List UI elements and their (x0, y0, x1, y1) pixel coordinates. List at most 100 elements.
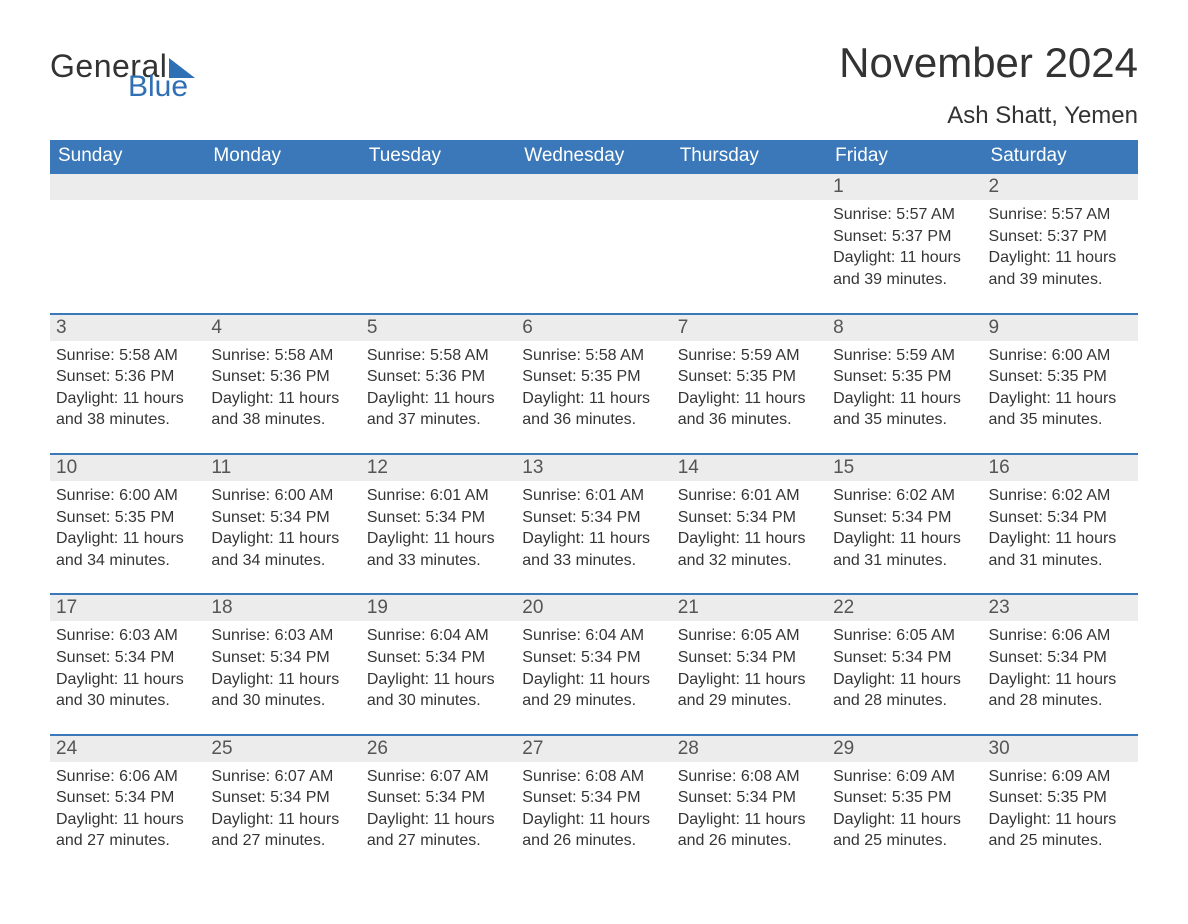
sunrise-text: Sunrise: 6:01 AM (522, 485, 665, 507)
sunset-text: Sunset: 5:34 PM (522, 507, 665, 529)
daylight-text: Daylight: 11 hours and 30 minutes. (211, 669, 354, 712)
empty-daynum-bar (672, 174, 827, 200)
day-cell (516, 173, 671, 313)
sunset-text: Sunset: 5:37 PM (989, 226, 1132, 248)
day-cell: 9Sunrise: 6:00 AMSunset: 5:35 PMDaylight… (983, 314, 1138, 454)
daynum-bar: 11 (205, 455, 360, 481)
sunset-text: Sunset: 5:36 PM (211, 366, 354, 388)
day-number: 11 (211, 457, 231, 478)
day-number: 25 (211, 738, 232, 759)
daynum-bar: 4 (205, 315, 360, 341)
day-cell: 7Sunrise: 5:59 AMSunset: 5:35 PMDaylight… (672, 314, 827, 454)
sunset-text: Sunset: 5:34 PM (56, 647, 199, 669)
daynum-bar: 29 (827, 736, 982, 762)
daynum-bar: 5 (361, 315, 516, 341)
sunrise-text: Sunrise: 5:58 AM (211, 345, 354, 367)
day-cell: 30Sunrise: 6:09 AMSunset: 5:35 PMDayligh… (983, 735, 1138, 874)
sunset-text: Sunset: 5:34 PM (211, 787, 354, 809)
day-number: 5 (367, 317, 378, 338)
sunrise-text: Sunrise: 5:59 AM (833, 345, 976, 367)
day-cell: 24Sunrise: 6:06 AMSunset: 5:34 PMDayligh… (50, 735, 205, 874)
empty-daynum-bar (205, 174, 360, 200)
daylight-text: Daylight: 11 hours and 29 minutes. (678, 669, 821, 712)
sunset-text: Sunset: 5:34 PM (989, 507, 1132, 529)
day-details: Sunrise: 6:05 AMSunset: 5:34 PMDaylight:… (833, 625, 976, 711)
sunset-text: Sunset: 5:35 PM (56, 507, 199, 529)
day-number: 7 (678, 317, 689, 338)
daylight-text: Daylight: 11 hours and 27 minutes. (56, 809, 199, 852)
sunset-text: Sunset: 5:34 PM (211, 507, 354, 529)
daynum-bar: 21 (672, 595, 827, 621)
daynum-bar: 27 (516, 736, 671, 762)
daylight-text: Daylight: 11 hours and 28 minutes. (833, 669, 976, 712)
daynum-bar: 30 (983, 736, 1138, 762)
day-number: 8 (833, 317, 844, 338)
day-number: 21 (678, 597, 699, 618)
daylight-text: Daylight: 11 hours and 26 minutes. (522, 809, 665, 852)
daynum-bar: 7 (672, 315, 827, 341)
day-cell: 19Sunrise: 6:04 AMSunset: 5:34 PMDayligh… (361, 594, 516, 734)
daylight-text: Daylight: 11 hours and 31 minutes. (833, 528, 976, 571)
day-cell: 22 Sunrise: 6:05 AMSunset: 5:34 PMDayligh… (827, 594, 982, 734)
empty-daynum-bar (50, 174, 205, 200)
daynum-bar: 22 (827, 595, 982, 621)
week-row: 17Sunrise: 6:03 AMSunset: 5:34 PMDayligh… (50, 594, 1138, 734)
daylight-text: Daylight: 11 hours and 27 minutes. (367, 809, 510, 852)
logo: General Blue (50, 50, 195, 102)
day-details: Sunrise: 6:02 AMSunset: 5:34 PMDaylight:… (833, 485, 976, 571)
day-number: 10 (56, 457, 77, 478)
sunrise-text: Sunrise: 5:57 AM (833, 204, 976, 226)
day-details: Sunrise: 6:02 AMSunset: 5:34 PMDaylight:… (989, 485, 1132, 571)
daynum-bar: 8 (827, 315, 982, 341)
sunrise-text: Sunrise: 6:09 AM (989, 766, 1132, 788)
day-of-week-header: Tuesday (361, 140, 516, 173)
calendar-page: General Blue November 2024 Ash Shatt, Ye… (0, 0, 1188, 924)
day-details: Sunrise: 6:00 AMSunset: 5:35 PMDaylight:… (56, 485, 199, 571)
sunrise-text: Sunrise: 6:09 AM (833, 766, 976, 788)
daylight-text: Daylight: 11 hours and 35 minutes. (833, 388, 976, 431)
sunrise-text: Sunrise: 5:57 AM (989, 204, 1132, 226)
daynum-bar: 25 (205, 736, 360, 762)
sunset-text: Sunset: 5:34 PM (678, 507, 821, 529)
day-number: 2 (989, 176, 1000, 197)
day-details: Sunrise: 5:57 AMSunset: 5:37 PMDaylight:… (833, 204, 976, 290)
day-number: 24 (56, 738, 77, 759)
day-cell: 2Sunrise: 5:57 AMSunset: 5:37 PMDaylight… (983, 173, 1138, 313)
day-cell: 4 Sunrise: 5:58 AMSunset: 5:36 PMDaylight… (205, 314, 360, 454)
day-details: Sunrise: 6:06 AMSunset: 5:34 PMDaylight:… (989, 625, 1132, 711)
sunset-text: Sunset: 5:34 PM (522, 647, 665, 669)
daylight-text: Daylight: 11 hours and 27 minutes. (211, 809, 354, 852)
day-number: 30 (989, 738, 1010, 759)
day-number: 27 (522, 738, 543, 759)
sunrise-text: Sunrise: 6:00 AM (211, 485, 354, 507)
day-details: Sunrise: 5:59 AMSunset: 5:35 PMDaylight:… (833, 345, 976, 431)
day-number: 15 (833, 457, 854, 478)
sunset-text: Sunset: 5:34 PM (678, 787, 821, 809)
daylight-text: Daylight: 11 hours and 31 minutes. (989, 528, 1132, 571)
daylight-text: Daylight: 11 hours and 36 minutes. (678, 388, 821, 431)
day-details: Sunrise: 6:01 AMSunset: 5:34 PMDaylight:… (367, 485, 510, 571)
sunset-text: Sunset: 5:34 PM (211, 647, 354, 669)
day-details: Sunrise: 5:58 AMSunset: 5:36 PMDaylight:… (211, 345, 354, 431)
location-label: Ash Shatt, Yemen (839, 102, 1138, 130)
sunset-text: Sunset: 5:34 PM (678, 647, 821, 669)
daynum-bar: 9 (983, 315, 1138, 341)
sunrise-text: Sunrise: 6:01 AM (367, 485, 510, 507)
daynum-bar: 1 (827, 174, 982, 200)
day-number: 14 (678, 457, 699, 478)
day-details: Sunrise: 6:03 AMSunset: 5:34 PMDaylight:… (56, 625, 199, 711)
sunset-text: Sunset: 5:37 PM (833, 226, 976, 248)
daylight-text: Daylight: 11 hours and 25 minutes. (989, 809, 1132, 852)
day-details: Sunrise: 6:09 AMSunset: 5:35 PMDaylight:… (833, 766, 976, 852)
sunrise-text: Sunrise: 5:58 AM (367, 345, 510, 367)
day-number: 9 (989, 317, 1000, 338)
day-number: 20 (522, 597, 543, 618)
sunrise-text: Sunrise: 6:05 AM (678, 625, 821, 647)
day-cell: 17Sunrise: 6:03 AMSunset: 5:34 PMDayligh… (50, 594, 205, 734)
day-number: 6 (522, 317, 533, 338)
sunrise-text: Sunrise: 5:59 AM (678, 345, 821, 367)
sunrise-text: Sunrise: 6:04 AM (522, 625, 665, 647)
day-cell: 29 Sunrise: 6:09 AMSunset: 5:35 PMDayligh… (827, 735, 982, 874)
sunrise-text: Sunrise: 6:07 AM (211, 766, 354, 788)
sunrise-text: Sunrise: 6:05 AM (833, 625, 976, 647)
